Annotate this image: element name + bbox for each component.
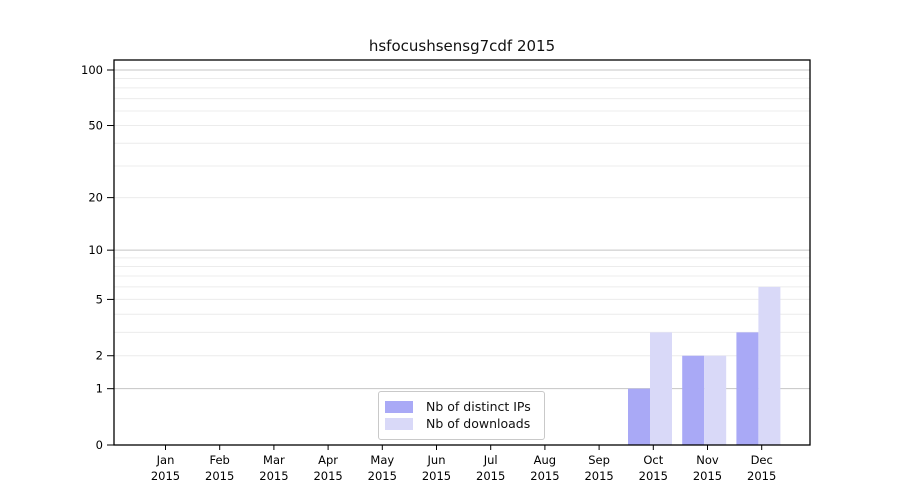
x-tick-label-year: 2015 — [313, 469, 342, 483]
x-tick-label-year: 2015 — [639, 469, 668, 483]
bar-distinct-ips — [736, 332, 759, 445]
x-tick-label-month: Mar — [263, 453, 285, 467]
legend-item-distinct-ips: Nb of distinct IPs — [385, 399, 531, 415]
x-tick-label-month: Apr — [318, 453, 338, 467]
y-tick-label: 2 — [96, 349, 103, 363]
plot-border — [113, 59, 811, 446]
x-tick-label-month: Dec — [751, 453, 773, 467]
x-tick-label-year: 2015 — [530, 469, 559, 483]
x-tick-label-year: 2015 — [747, 469, 776, 483]
x-tick-label-year: 2015 — [584, 469, 613, 483]
bar-downloads — [650, 332, 672, 445]
x-tick-label-year: 2015 — [476, 469, 505, 483]
x-tick-label-month: Jul — [483, 453, 498, 467]
x-tick-label-month: Nov — [696, 453, 719, 467]
legend-label-distinct-ips: Nb of distinct IPs — [426, 399, 531, 414]
legend-swatch-distinct-ips — [385, 401, 413, 413]
x-tick-label-month: Jun — [427, 453, 446, 467]
x-tick-label-month: Oct — [643, 453, 663, 467]
x-tick-label-year: 2015 — [259, 469, 288, 483]
x-tick-label-year: 2015 — [205, 469, 234, 483]
chart-title: hsfocushsensg7cdf 2015 — [368, 37, 556, 55]
legend-swatch-downloads — [385, 418, 413, 430]
x-tick-label-month: Sep — [588, 453, 610, 467]
x-tick-label-year: 2015 — [151, 469, 180, 483]
bar-downloads — [758, 286, 781, 445]
x-tick-label-month: May — [370, 453, 394, 467]
x-tick-label-year: 2015 — [422, 469, 451, 483]
legend: Nb of distinct IPs Nb of downloads — [378, 391, 545, 440]
bar-downloads — [704, 355, 727, 445]
x-tick-label-year: 2015 — [368, 469, 397, 483]
y-tick-label: 50 — [88, 119, 103, 133]
legend-label-downloads: Nb of downloads — [426, 416, 531, 431]
x-tick-label-month: Jan — [156, 453, 175, 467]
legend-item-downloads: Nb of downloads — [385, 416, 531, 432]
y-tick-label: 100 — [81, 63, 103, 77]
y-tick-label: 1 — [96, 382, 103, 396]
bar-distinct-ips — [682, 355, 705, 445]
y-tick-label: 20 — [88, 191, 103, 205]
x-tick-label-month: Aug — [534, 453, 556, 467]
y-tick-label: 10 — [88, 243, 103, 257]
y-tick-label: 5 — [96, 292, 103, 306]
bar-distinct-ips — [628, 388, 650, 445]
y-tick-label: 0 — [96, 438, 103, 452]
x-tick-label-year: 2015 — [693, 469, 722, 483]
x-tick-label-month: Feb — [210, 453, 230, 467]
